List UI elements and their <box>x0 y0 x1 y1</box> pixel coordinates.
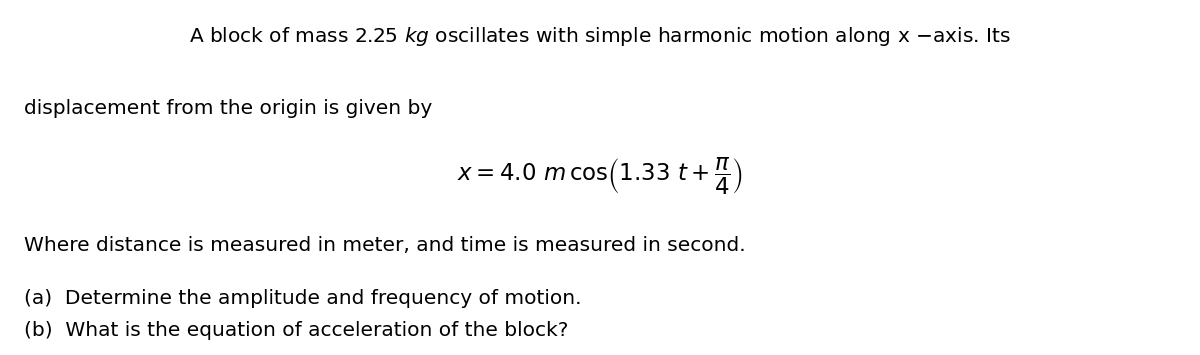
Text: displacement from the origin is given by: displacement from the origin is given by <box>24 99 432 119</box>
Text: Where distance is measured in meter, and time is measured in second.: Where distance is measured in meter, and… <box>24 236 745 255</box>
Text: (a)  Determine the amplitude and frequency of motion.: (a) Determine the amplitude and frequenc… <box>24 289 582 308</box>
Text: A block of mass 2.25 $kg$ oscillates with simple harmonic motion along x $-$axis: A block of mass 2.25 $kg$ oscillates wit… <box>190 25 1010 48</box>
Text: $x = 4.0\ m\,\cos\!\left(1.33\ t + \dfrac{\pi}{4}\right)$: $x = 4.0\ m\,\cos\!\left(1.33\ t + \dfra… <box>457 156 743 197</box>
Text: (c)  Find a time $(t > 0)$ when the object is at equilibrium and moving towards : (c) Find a time $(t > 0)$ when the objec… <box>24 353 894 355</box>
Text: (b)  What is the equation of acceleration of the block?: (b) What is the equation of acceleration… <box>24 321 569 340</box>
